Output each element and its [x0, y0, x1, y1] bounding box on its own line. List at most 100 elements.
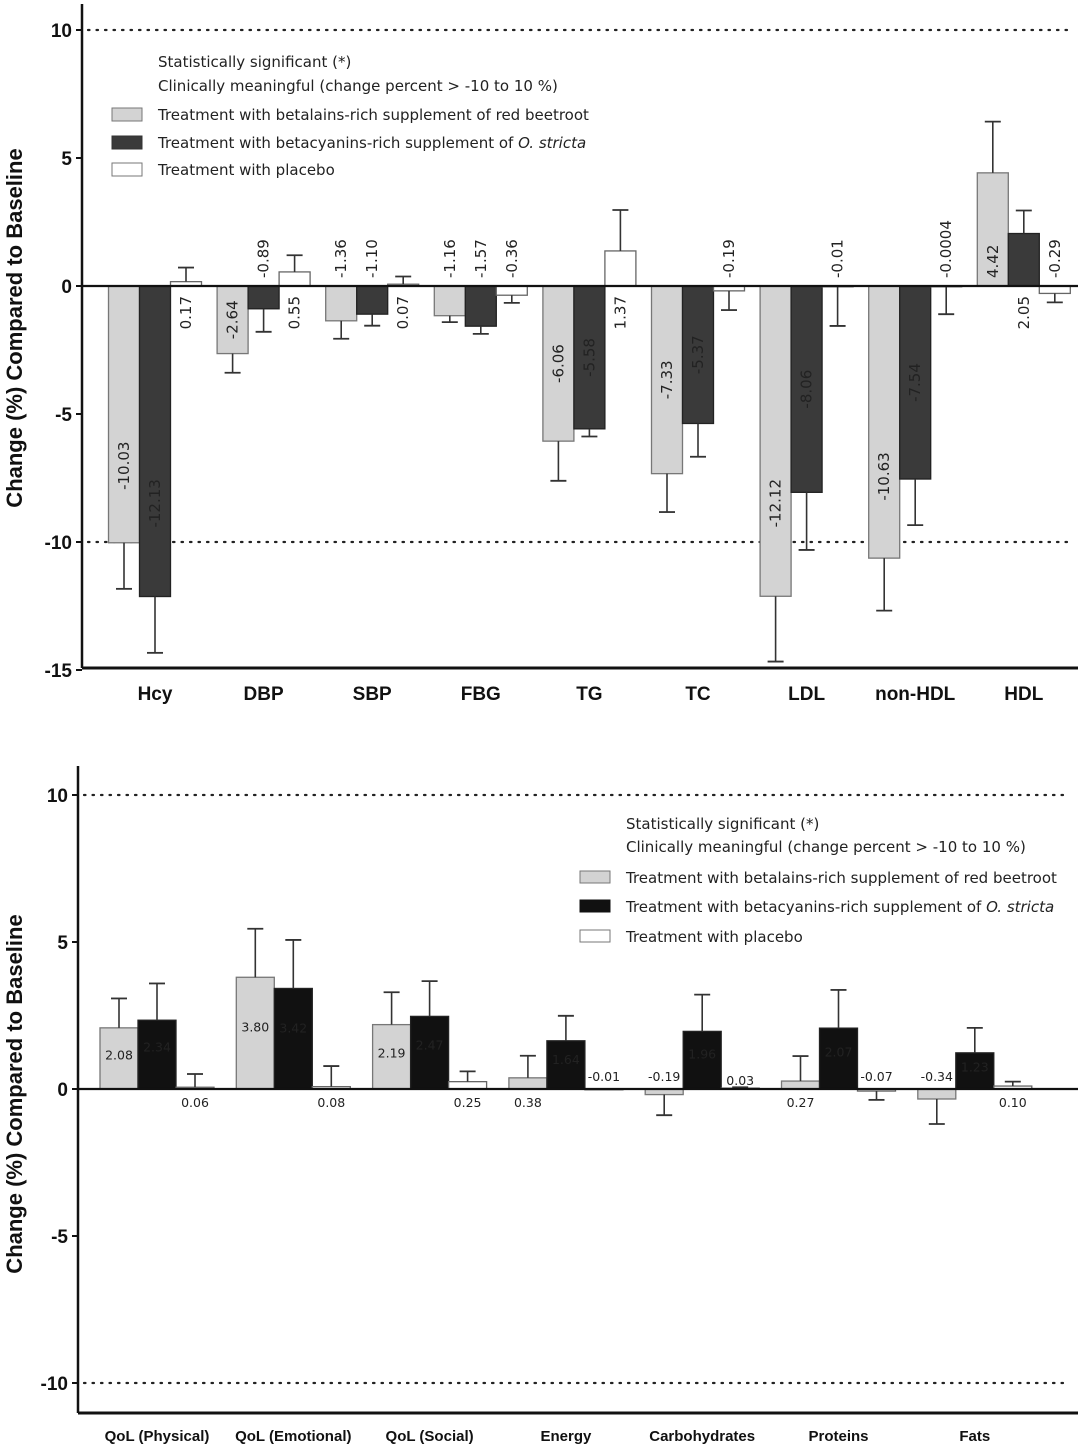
legend-note-clinical: Clinically meaningful (change percent > …: [626, 838, 1026, 856]
bar-dbp-series-0: [216, 285, 249, 355]
bar-hdl-series-0: [976, 172, 1009, 287]
bar-hcy-series-1: [138, 285, 172, 598]
x-tick-label: HDL: [1004, 684, 1043, 705]
data-label: -8.06: [798, 370, 816, 409]
legend-swatch-placebo: [111, 162, 143, 177]
data-label: 1.37: [611, 296, 629, 329]
bar-hcy-series-0: [107, 285, 141, 544]
y-tick-label: -5: [51, 1227, 68, 1248]
data-label: 1.64: [552, 1052, 580, 1067]
legend-swatch-ostricta: [111, 135, 143, 150]
data-label: -5.58: [580, 338, 598, 377]
data-label: 2.47: [416, 1037, 444, 1052]
data-label: -6.06: [549, 344, 567, 383]
bar-tg-series-0: [542, 285, 575, 442]
data-label: 0.10: [999, 1095, 1027, 1110]
y-tick-label: 5: [61, 149, 72, 170]
data-label: 0.17: [177, 296, 195, 329]
data-label: 1.23: [961, 1059, 989, 1074]
bar-qol-physical--series-1: [137, 1019, 177, 1090]
data-label: -0.19: [648, 1069, 680, 1084]
data-label: -7.33: [658, 360, 676, 399]
legend-swatch-placebo: [579, 929, 611, 943]
data-label: 0.25: [454, 1095, 482, 1110]
legend-swatch-beetroot: [579, 870, 611, 884]
bar-fats-series-1: [955, 1052, 995, 1090]
data-label: 1.96: [688, 1046, 716, 1061]
data-label: -7.54: [906, 363, 924, 402]
data-label: -5.37: [689, 335, 707, 374]
legend-label-placebo: Treatment with placebo: [157, 161, 335, 179]
legend-swatch-ostricta: [579, 899, 611, 913]
bar-proteins-series-1: [818, 1027, 859, 1090]
y-tick-label: 10: [51, 21, 72, 42]
top-chart-marks: 10 5 0 -5 -10 -15 -10.03 -12.13 0.17 Hcy -2.64 -0.8…: [45, 4, 1078, 705]
y-tick-label: -5: [55, 405, 72, 426]
x-tick-label: QoL (Emotional): [235, 1428, 351, 1445]
bottom-chart: Change (%) Compared to Baseline 10 5 0 -5 -1…: [2, 766, 1078, 1445]
x-tick-label: TG: [576, 684, 602, 705]
legend-note-clinical: Clinically meaningful (change percent > …: [158, 77, 558, 95]
data-label: 0.07: [394, 296, 412, 329]
x-tick-label: DBP: [244, 684, 284, 705]
data-label: -12.13: [146, 479, 164, 527]
x-tick-label: LDL: [788, 684, 825, 705]
data-label: 0.38: [514, 1095, 542, 1110]
data-label: 0.08: [317, 1095, 345, 1110]
x-tick-label: Fats: [959, 1428, 990, 1445]
top-legend: Statistically significant (*) Clinically…: [111, 53, 589, 179]
y-tick-label: 0: [61, 277, 72, 298]
x-tick-label: Energy: [540, 1428, 592, 1445]
data-label: -0.29: [1046, 239, 1064, 278]
bar-ldl-series-0: [759, 285, 792, 597]
data-label: 0.03: [726, 1073, 754, 1088]
bottom-y-axis-label: Change (%) Compared to Baseline: [2, 914, 27, 1273]
bar-energy-series-0: [508, 1077, 548, 1090]
bar-qol-social--series-1: [409, 1015, 450, 1090]
bar-proteins-series-0: [780, 1080, 821, 1090]
legend-label-beetroot: Treatment with betalains-rich supplement…: [157, 106, 589, 124]
bar-dbp-series-1: [247, 285, 280, 310]
data-label: 0.55: [286, 296, 304, 329]
data-label: -2.64: [224, 300, 242, 339]
data-label: -1.36: [332, 239, 350, 278]
data-label: -1.10: [363, 239, 381, 278]
data-label: 3.80: [241, 1020, 269, 1035]
x-tick-label: Carbohydrates: [649, 1428, 755, 1445]
bar-sbp-series-1: [356, 285, 389, 315]
bar-fbg-series-2: [495, 285, 528, 296]
y-tick-label: 0: [57, 1080, 68, 1101]
data-label: 0.27: [787, 1095, 815, 1110]
data-label: -0.07: [860, 1069, 892, 1084]
data-label: -0.0004: [937, 220, 955, 278]
bar-tg-series-1: [573, 285, 606, 430]
bar-fbg-series-0: [433, 285, 466, 317]
bar-qol-emotional--series-0: [235, 976, 275, 1090]
legend-label-placebo: Treatment with placebo: [625, 928, 803, 946]
data-label: 2.07: [825, 1044, 853, 1059]
bar-qol-physical--series-0: [99, 1027, 139, 1090]
data-label: -1.57: [472, 239, 490, 278]
data-label: -10.03: [115, 442, 133, 490]
data-label: -0.01: [829, 239, 847, 278]
bar-hdl-series-1: [1007, 232, 1040, 287]
data-label: 0.06: [181, 1095, 209, 1110]
data-label: -0.19: [720, 239, 738, 278]
bar-fbg-series-1: [464, 285, 497, 327]
x-tick-label: QoL (Social): [386, 1428, 474, 1445]
data-label: -0.01: [588, 1069, 620, 1084]
data-label: 2.19: [378, 1046, 406, 1061]
bar-fats-series-0: [917, 1088, 957, 1100]
data-label: -10.63: [875, 452, 893, 500]
data-label: -0.89: [255, 239, 273, 278]
bar-carbohydrates-series-1: [682, 1030, 722, 1090]
bar-non-hdl-series-0: [868, 285, 901, 559]
data-label: 2.08: [105, 1047, 133, 1062]
x-tick-label: Proteins: [808, 1428, 868, 1445]
legend-label-ostricta: Treatment with betacyanins-rich suppleme…: [625, 898, 1054, 916]
bar-hdl-series-2: [1038, 285, 1071, 295]
x-tick-label: non-HDL: [875, 684, 956, 705]
x-tick-label: Hcy: [138, 684, 173, 705]
legend-swatch-beetroot: [111, 107, 143, 122]
bar-qol-emotional--series-1: [273, 987, 313, 1090]
